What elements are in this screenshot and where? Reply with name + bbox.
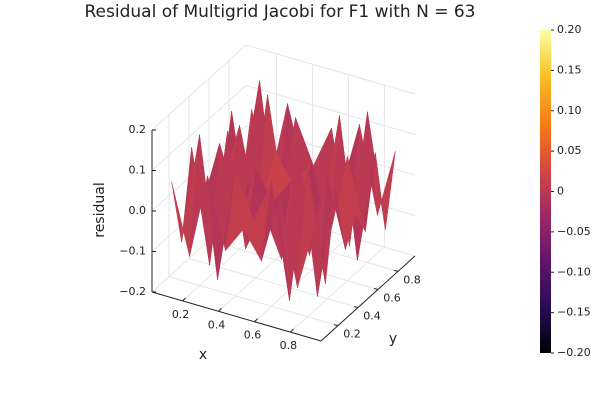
- grid-line: [151, 85, 247, 171]
- grid-line: [254, 236, 349, 323]
- y-axis: [320, 255, 416, 342]
- colorbar-tick-label: 0.20: [557, 23, 582, 36]
- colorbar-tick-label: −0.15: [557, 306, 591, 319]
- x-tick: [290, 328, 294, 333]
- colorbar-tick-label: −0.05: [557, 225, 591, 238]
- z-tick-label: 0.2: [129, 123, 147, 136]
- colorbar-tick-label: 0.10: [557, 104, 582, 117]
- grid-line: [168, 276, 339, 327]
- z-tick-label: 0.1: [129, 164, 147, 177]
- x-tick-label: 0.4: [208, 318, 226, 331]
- x-tick-label: 0.6: [244, 329, 262, 342]
- colorbar-tick-label: 0.15: [557, 63, 582, 76]
- colorbar-tick-label: −0.10: [557, 265, 591, 278]
- colorbar-tick-label: −0.20: [557, 346, 591, 359]
- chart-title: Residual of Multigrid Jacobi for F1 with…: [85, 2, 476, 22]
- surface-patch: [297, 166, 326, 288]
- x-tick-label: 0.2: [172, 308, 190, 321]
- colorbar-tick-label: 0: [557, 185, 564, 198]
- colorbar: [540, 30, 551, 353]
- x-axis-label: x: [199, 347, 207, 363]
- y-axis-label: y: [389, 331, 397, 347]
- y-tick: [373, 287, 379, 290]
- x-tick-label: 0.8: [280, 339, 298, 352]
- y-tick-label: 0.8: [403, 273, 421, 286]
- z-axis-label: residual: [92, 182, 108, 237]
- grid-line: [188, 258, 359, 309]
- y-tick-label: 0.4: [363, 310, 381, 323]
- grid-line: [290, 246, 385, 333]
- z-tick-label: 0.0: [129, 204, 147, 217]
- x-tick: [254, 318, 258, 323]
- y-tick: [393, 269, 399, 272]
- grid-line: [245, 85, 416, 135]
- y-tick: [353, 306, 359, 309]
- y-tick-label: 0.2: [343, 328, 361, 341]
- z-tick-label: −0.1: [119, 245, 146, 258]
- colorbar-tick-label: 0.05: [557, 144, 582, 157]
- x-tick: [218, 307, 222, 312]
- y-tick: [333, 324, 339, 327]
- grid-line: [245, 44, 416, 95]
- y-tick-label: 0.6: [383, 291, 401, 304]
- z-tick-label: −0.2: [119, 285, 146, 298]
- grid-line: [151, 44, 247, 131]
- x-axis: [151, 291, 322, 342]
- x-tick: [182, 297, 186, 302]
